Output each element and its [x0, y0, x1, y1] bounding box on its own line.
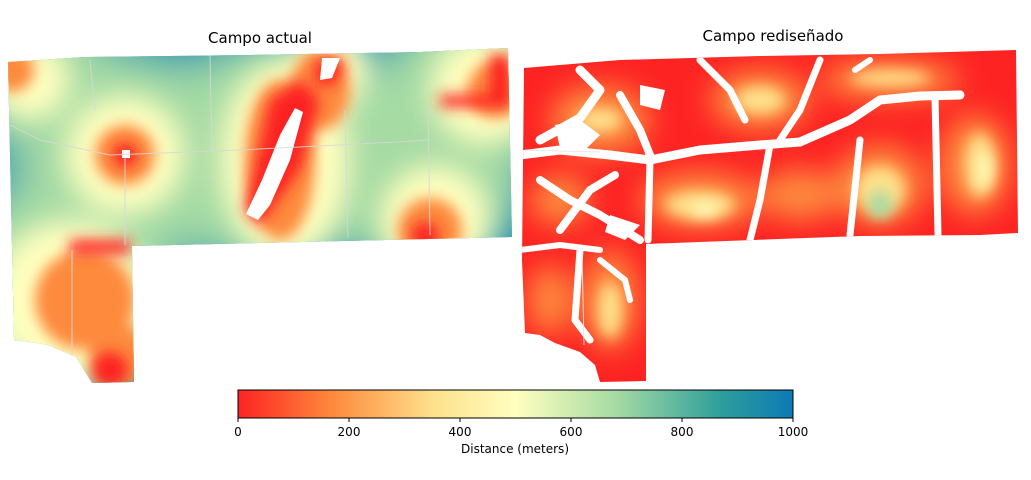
right-distance-map	[522, 50, 1018, 382]
colorbar-tick-label: 400	[449, 425, 472, 439]
colorbar-ticks: 0 200 400 600 800 1000	[234, 418, 808, 439]
right-field-lines	[524, 149, 601, 346]
right-panel-title: Campo rediseñado	[703, 27, 844, 45]
left-panel-title: Campo actual	[208, 29, 312, 47]
colorbar-label: Distance (meters)	[461, 442, 569, 456]
colorbar-gradient	[237, 389, 794, 419]
colorbar-tick-label: 0	[234, 425, 242, 439]
right-map-gaps	[555, 85, 665, 240]
left-field-lines	[9, 54, 431, 360]
colorbar-tick-label: 800	[671, 425, 694, 439]
colorbar: 0 200 400 600 800 1000 Distance (meters)	[234, 389, 808, 456]
colorbar-tick-label: 600	[560, 425, 583, 439]
left-distance-map	[8, 48, 512, 383]
colorbar-tick-label: 1000	[778, 425, 809, 439]
colorbar-tick-label: 200	[338, 425, 361, 439]
